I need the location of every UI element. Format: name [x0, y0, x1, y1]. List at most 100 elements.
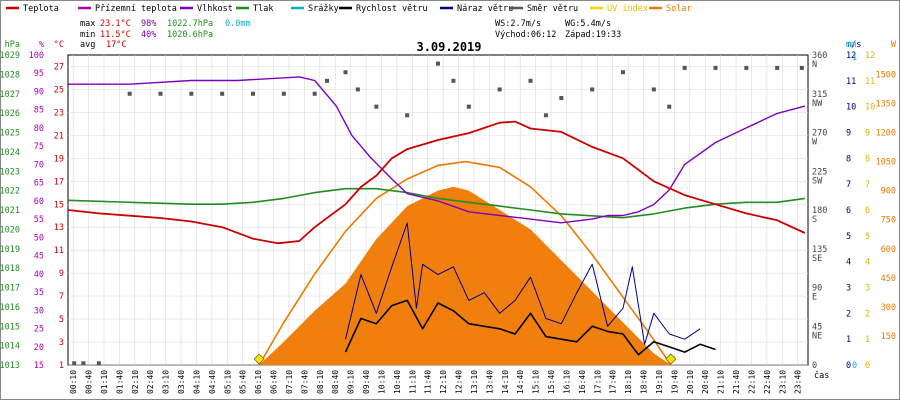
axis-tick-wm2: 900 [881, 187, 896, 197]
axis-tick-celsius: 15 [54, 200, 64, 210]
axis-tick-hpa: 1022 [0, 187, 20, 197]
axis-tick-hpa: 1018 [0, 264, 20, 274]
axis-tick-ms: 1 [846, 335, 851, 345]
wind-direction-point [220, 91, 225, 96]
axis-tick-celsius: 3 [59, 338, 64, 348]
wind-direction-point [543, 113, 548, 118]
axis-tick-celsius: 1 [59, 361, 64, 371]
x-tick-label: 09:40 [362, 370, 371, 394]
axis-tick-pct: 80 [34, 124, 44, 134]
legend-label-srazky: Srážky [308, 4, 339, 14]
axis-tick-celsius: 13 [54, 223, 64, 233]
axis-tick-mm: 0 [852, 361, 857, 371]
axis-tick-hpa: 1026 [0, 109, 20, 119]
wind-direction-point [451, 78, 456, 83]
axis-tick-ms: 12 [846, 51, 856, 61]
wind-direction-point [713, 65, 718, 70]
axis-unit-pct: % [39, 40, 44, 50]
axis-tick-wm2: 1350 [876, 99, 896, 109]
axis-tick-ms: 3 [846, 284, 851, 294]
axis-tick-direction: 135 [812, 245, 827, 255]
x-tick-label: 10:40 [393, 370, 402, 394]
stats-sunrise: Východ:06:12 [495, 30, 556, 40]
x-tick-label: 22:40 [763, 370, 772, 394]
axis-tick-wm2: 1050 [876, 158, 896, 168]
axis-tick-uv: 0 [865, 361, 870, 371]
wind-direction-point [343, 70, 348, 75]
stats-max-rain: 0.0mm [225, 19, 251, 29]
x-tick-label: 17:10 [593, 370, 602, 394]
x-tick-label: 23:40 [794, 370, 803, 394]
axis-tick-ms: 6 [846, 206, 851, 216]
axis-tick-pct: 15 [34, 361, 44, 371]
axis-tick-uv: 5 [865, 232, 870, 242]
x-tick-label: 22:10 [747, 370, 756, 394]
axis-tick-direction: 90 [812, 284, 822, 294]
axis-tick-uv: 11 [865, 77, 875, 87]
wind-direction-point [158, 91, 163, 96]
wind-direction-point [799, 65, 804, 70]
wind-direction-point [312, 91, 317, 96]
axis-tick-hpa: 1023 [0, 167, 20, 177]
axis-unit-ms: m/s [846, 40, 861, 50]
axis-tick-celsius: 21 [54, 131, 64, 141]
axis-tick-celsius: 19 [54, 154, 64, 164]
axis-tick-wm2: 1200 [876, 129, 896, 139]
x-tick-label: 07:40 [300, 370, 309, 394]
x-tick-label: 16:40 [578, 370, 587, 394]
axis-tick-direction: 270 [812, 129, 827, 139]
axes: hPa1029102810271026102510241023102210211… [0, 40, 897, 371]
wind-direction-point [651, 87, 656, 92]
wind-direction-point [775, 65, 780, 70]
stats-min-hum: 40% [141, 30, 156, 40]
axis-tick-pct: 45 [34, 252, 44, 262]
wind-direction-point [682, 65, 687, 70]
wind-direction-point [355, 87, 360, 92]
wind-direction-point [466, 104, 471, 109]
legend: Teplota Přízemní teplota Vlhkost Tlak Srážky… [6, 4, 692, 14]
axis-tick-direction: 180 [812, 206, 827, 216]
stats-wg: WG:5.4m/s [565, 19, 611, 29]
axis-dir-label: S [812, 215, 817, 225]
x-tick-label: 02:40 [146, 370, 155, 394]
axis-tick-hpa: 1027 [0, 90, 20, 100]
axis-tick-hpa: 1028 [0, 70, 20, 80]
axis-tick-wm2: 600 [881, 245, 896, 255]
legend-label-vlhkost: Vlhkost [197, 4, 233, 14]
stats-max-temp: 23.1°C [100, 19, 131, 29]
x-tick-label: 15:10 [532, 370, 541, 394]
axis-tick-uv: 6 [865, 206, 870, 216]
x-tick-label: 13:40 [485, 370, 494, 394]
axis-tick-direction: 45 [812, 322, 822, 332]
axis-tick-ms: 5 [846, 232, 851, 242]
axis-dir-label: NE [812, 331, 822, 341]
wind-direction-point [72, 361, 77, 366]
x-tick-label: 12:10 [439, 370, 448, 394]
x-tick-label: 21:10 [717, 370, 726, 394]
wind-direction-point [436, 61, 440, 66]
axis-tick-uv: 12 [865, 51, 875, 61]
axis-tick-pct: 95 [34, 69, 44, 79]
x-tick-label: 18:10 [624, 370, 633, 394]
x-tick-label: 08:40 [331, 370, 340, 394]
axis-tick-uv: 2 [865, 309, 870, 319]
x-tick-label: 21:40 [732, 370, 741, 394]
x-tick-label: 07:10 [285, 370, 294, 394]
axis-tick-celsius: 9 [59, 269, 64, 279]
axis-unit-celsius: °C [54, 40, 64, 50]
x-tick-label: 01:10 [100, 370, 109, 394]
axis-tick-hpa: 1016 [0, 303, 20, 313]
axis-tick-direction: 225 [812, 167, 827, 177]
wind-direction-point [667, 104, 672, 109]
axis-dir-label: NW [812, 99, 823, 109]
x-tick-label: 23:10 [778, 370, 787, 394]
x-tick-label: 11:40 [424, 370, 433, 394]
axis-dir-label: N [812, 60, 817, 70]
x-tick-label: 20:10 [686, 370, 695, 394]
x-tick-label: 14:40 [516, 370, 525, 394]
wind-gust-line [345, 222, 701, 345]
axis-tick-celsius: 7 [59, 292, 64, 302]
axis-tick-pct: 65 [34, 179, 44, 189]
